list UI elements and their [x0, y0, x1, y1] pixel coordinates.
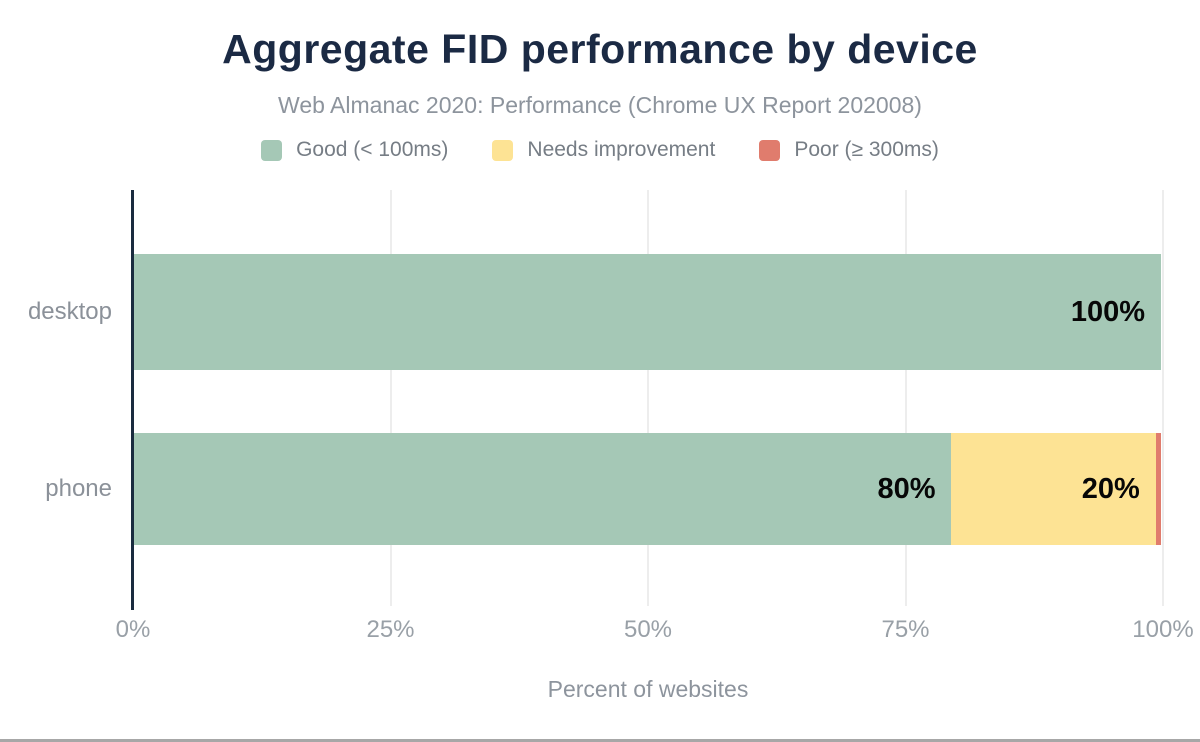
bar-data-label: 100% — [1070, 295, 1145, 328]
bar-segment: 80% — [134, 433, 952, 545]
legend-swatch-icon — [759, 139, 781, 161]
bar-row-phone: 80% 20% — [134, 433, 1161, 545]
bar-row-desktop: 100% — [134, 254, 1161, 370]
legend-label: Needs improvement — [527, 138, 716, 161]
bar-segment: 20% — [951, 433, 1156, 545]
legend-item-2: Poor (≥ 300ms) — [759, 138, 939, 162]
bar-data-label: 20% — [1081, 472, 1140, 505]
x-tick-label: 25% — [366, 616, 415, 643]
gridline-25% — [389, 190, 392, 606]
legend: Good (< 100ms) Needs improvement Poor (≥ 3… — [0, 138, 1200, 162]
chart-subtitle: Web Almanac 2020: Performance (Chrome UX… — [278, 92, 922, 118]
x-tick-label: 0% — [115, 616, 151, 643]
gridline-100% — [1162, 190, 1164, 606]
x-tick-label: 50% — [623, 616, 673, 643]
legend-item-1: Needs improvement — [492, 138, 715, 162]
bar-data-label: 80% — [877, 472, 936, 505]
gridline-75% — [904, 190, 907, 606]
legend-item-0: Good (< 100ms) — [261, 138, 448, 162]
bar-segment: 100% — [134, 254, 1161, 370]
legend-label: Good (< 100ms) — [296, 138, 449, 161]
y-axis-category-label: desktop — [27, 298, 112, 325]
chart-title: Aggregate FID performance by device — [222, 26, 978, 72]
bottom-divider — [0, 739, 1200, 742]
y-axis-line — [131, 190, 134, 610]
legend-swatch-icon — [261, 139, 283, 161]
x-tick-label: 75% — [881, 616, 930, 643]
gridline-50% — [647, 190, 649, 606]
x-tick-label: 100% — [1132, 616, 1194, 643]
bar-segment — [1155, 433, 1161, 545]
legend-swatch-icon — [492, 139, 514, 161]
x-axis-title: Percent of websites — [547, 676, 749, 702]
legend-label: Poor (≥ 300ms) — [794, 138, 939, 161]
y-axis-category-label: phone — [45, 475, 112, 502]
